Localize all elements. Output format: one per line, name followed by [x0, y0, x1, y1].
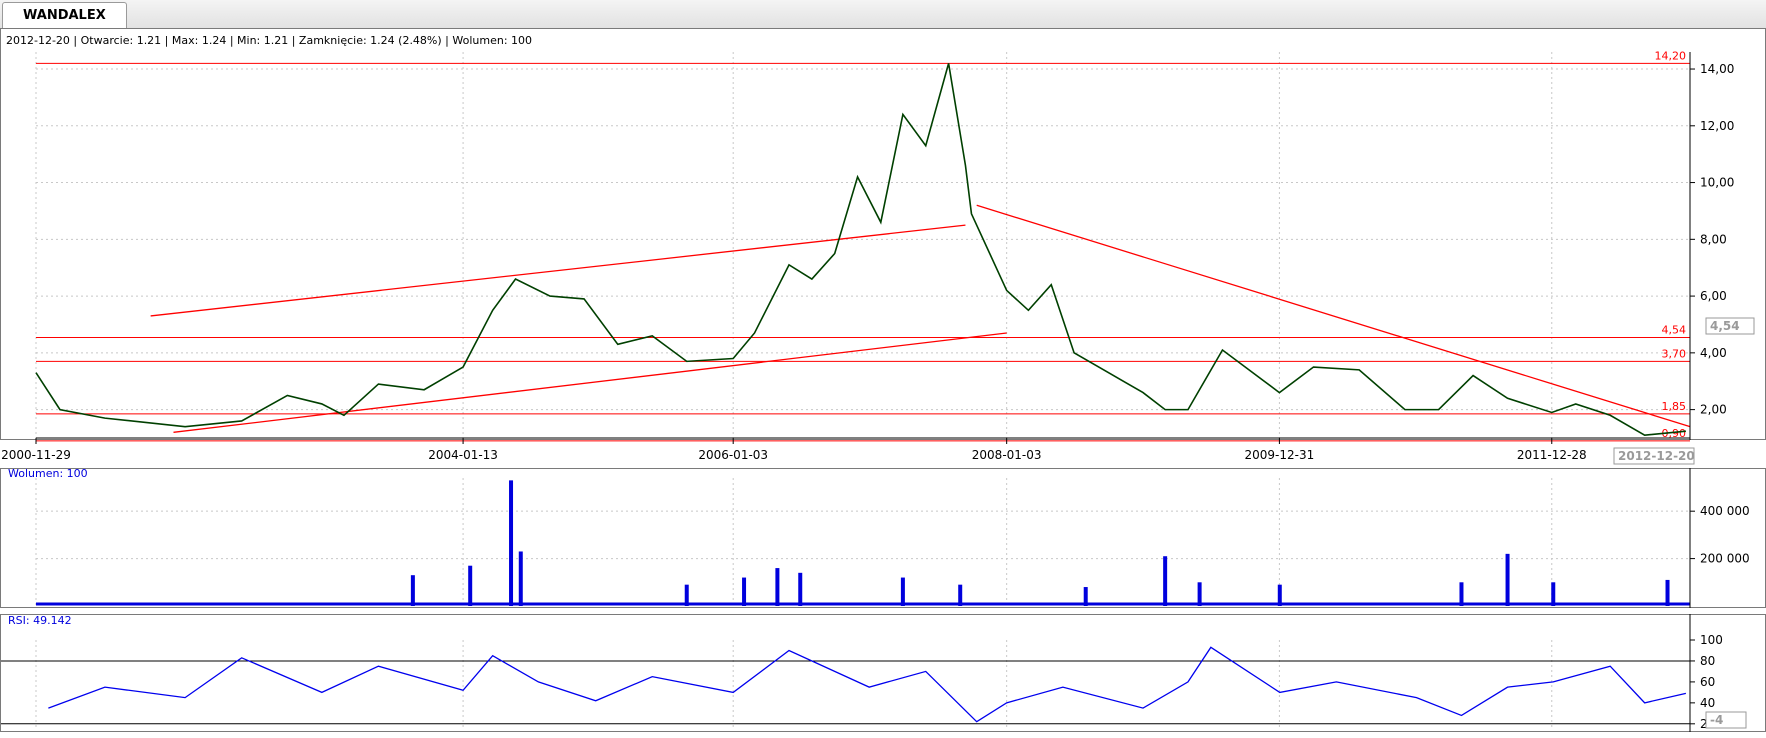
trend-lines: [150, 204, 1691, 433]
rsi-series: [0, 646, 1690, 725]
volume-bar: [1197, 582, 1202, 606]
volume-bar: [509, 480, 514, 606]
rsi-axis-marker-box: [1705, 711, 1747, 729]
rsi-tick-label: 100: [1700, 633, 1723, 647]
volume-bar: [410, 575, 415, 606]
volume-bar: [1277, 584, 1282, 606]
tab-wandalex[interactable]: WANDALEX: [2, 2, 127, 28]
volume-bar: [1551, 582, 1556, 606]
volume-bars: [36, 480, 1690, 606]
volume-bar: [1505, 553, 1510, 606]
axes: 2000-11-29 2004-01-13 2006-01-03 2008-01-03…: [1, 52, 1755, 732]
volume-bar: [798, 572, 803, 606]
y-tick-label: 12,00: [1700, 119, 1734, 133]
level-label: 0,90: [1662, 427, 1687, 440]
price-axis-marker: 4,54: [1710, 319, 1740, 333]
volume-bar: [1163, 556, 1168, 606]
rsi-tick-label: 80: [1700, 654, 1715, 668]
rsi-axis-marker: -4: [1710, 713, 1723, 727]
grid-lines: [35, 52, 1690, 728]
last-date-marker-box: [1613, 447, 1695, 465]
trend-line: [976, 204, 1691, 428]
volume-bar: [1459, 582, 1464, 606]
x-tick-label: 2004-01-13: [428, 448, 498, 462]
y-tick-label: 14,00: [1700, 62, 1734, 76]
volume-bar: [900, 577, 905, 606]
chart-background: [0, 28, 1766, 738]
level-lines: 14,20 4,54 3,70 1,85 0,90: [36, 49, 1690, 442]
volume-bar: [775, 568, 780, 606]
level-label: 1,85: [1662, 400, 1687, 413]
info-line: 2012-12-20 | Otwarcie: 1.21 | Max: 1.24 …: [6, 34, 532, 47]
price-axis-marker-box: [1705, 317, 1755, 335]
rsi-line: [48, 646, 1687, 723]
y-tick-label: 2,00: [1700, 403, 1727, 417]
x-tick-label: 2006-01-03: [698, 448, 768, 462]
price-series: [35, 63, 1686, 436]
volume-title: Wolumen: 100: [8, 467, 88, 480]
rsi-tick-label: 40: [1700, 696, 1715, 710]
volume-tick-label: 200 000: [1700, 552, 1750, 566]
volume-bar: [1083, 587, 1088, 606]
y-tick-label: 6,00: [1700, 289, 1727, 303]
y-tick-label: 4,00: [1700, 346, 1727, 360]
stock-chart[interactable]: 14,20 4,54 3,70 1,85 0,90 2000-11-29 2004-01-…: [0, 28, 1766, 738]
x-tick-label: 2008-01-03: [972, 448, 1042, 462]
volume-bar: [468, 565, 473, 606]
volume-tick-label: 400 000: [1700, 504, 1750, 518]
volume-bar: [518, 551, 523, 606]
volume-bar: [1665, 579, 1670, 606]
tab-bar: WANDALEX: [0, 0, 1766, 29]
x-tick-label: 2011-12-28: [1517, 448, 1587, 462]
y-tick-label: 10,00: [1700, 176, 1734, 190]
level-label: 4,54: [1662, 324, 1687, 337]
level-label: 3,70: [1662, 347, 1687, 360]
volume-bar: [958, 584, 963, 606]
price-line: [35, 63, 1686, 436]
rsi-title: RSI: 49.142: [8, 614, 72, 627]
level-label: 14,20: [1655, 49, 1687, 62]
x-tick-label: 2009-12-31: [1245, 448, 1315, 462]
trend-line: [173, 332, 1007, 433]
rsi-tick-label: 60: [1700, 675, 1715, 689]
volume-bar: [742, 577, 747, 606]
volume-bar: [684, 584, 689, 606]
trend-line: [150, 224, 966, 317]
y-tick-label: 8,00: [1700, 232, 1727, 246]
last-date-marker: 2012-12-20: [1618, 449, 1695, 463]
x-tick-label: 2000-11-29: [1, 448, 71, 462]
